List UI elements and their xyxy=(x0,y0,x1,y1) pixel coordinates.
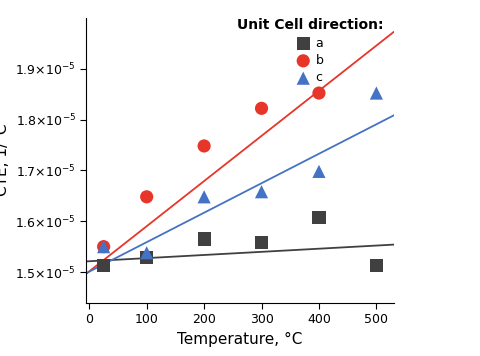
c xyxy=(372,90,380,96)
b xyxy=(200,143,208,149)
c xyxy=(315,168,323,174)
a xyxy=(315,214,323,220)
a xyxy=(200,236,208,242)
c xyxy=(143,250,151,256)
b xyxy=(258,105,265,111)
a xyxy=(258,240,265,245)
a xyxy=(100,263,108,268)
c xyxy=(100,244,108,250)
Legend: a, b, c: a, b, c xyxy=(237,19,384,84)
b xyxy=(143,194,151,200)
b xyxy=(100,244,108,250)
Y-axis label: CTE, 1/°C: CTE, 1/°C xyxy=(0,124,10,197)
X-axis label: Temperature, °C: Temperature, °C xyxy=(177,331,303,347)
c xyxy=(258,189,265,195)
b xyxy=(315,90,323,96)
a xyxy=(143,255,151,261)
c xyxy=(200,194,208,200)
a xyxy=(372,263,380,268)
